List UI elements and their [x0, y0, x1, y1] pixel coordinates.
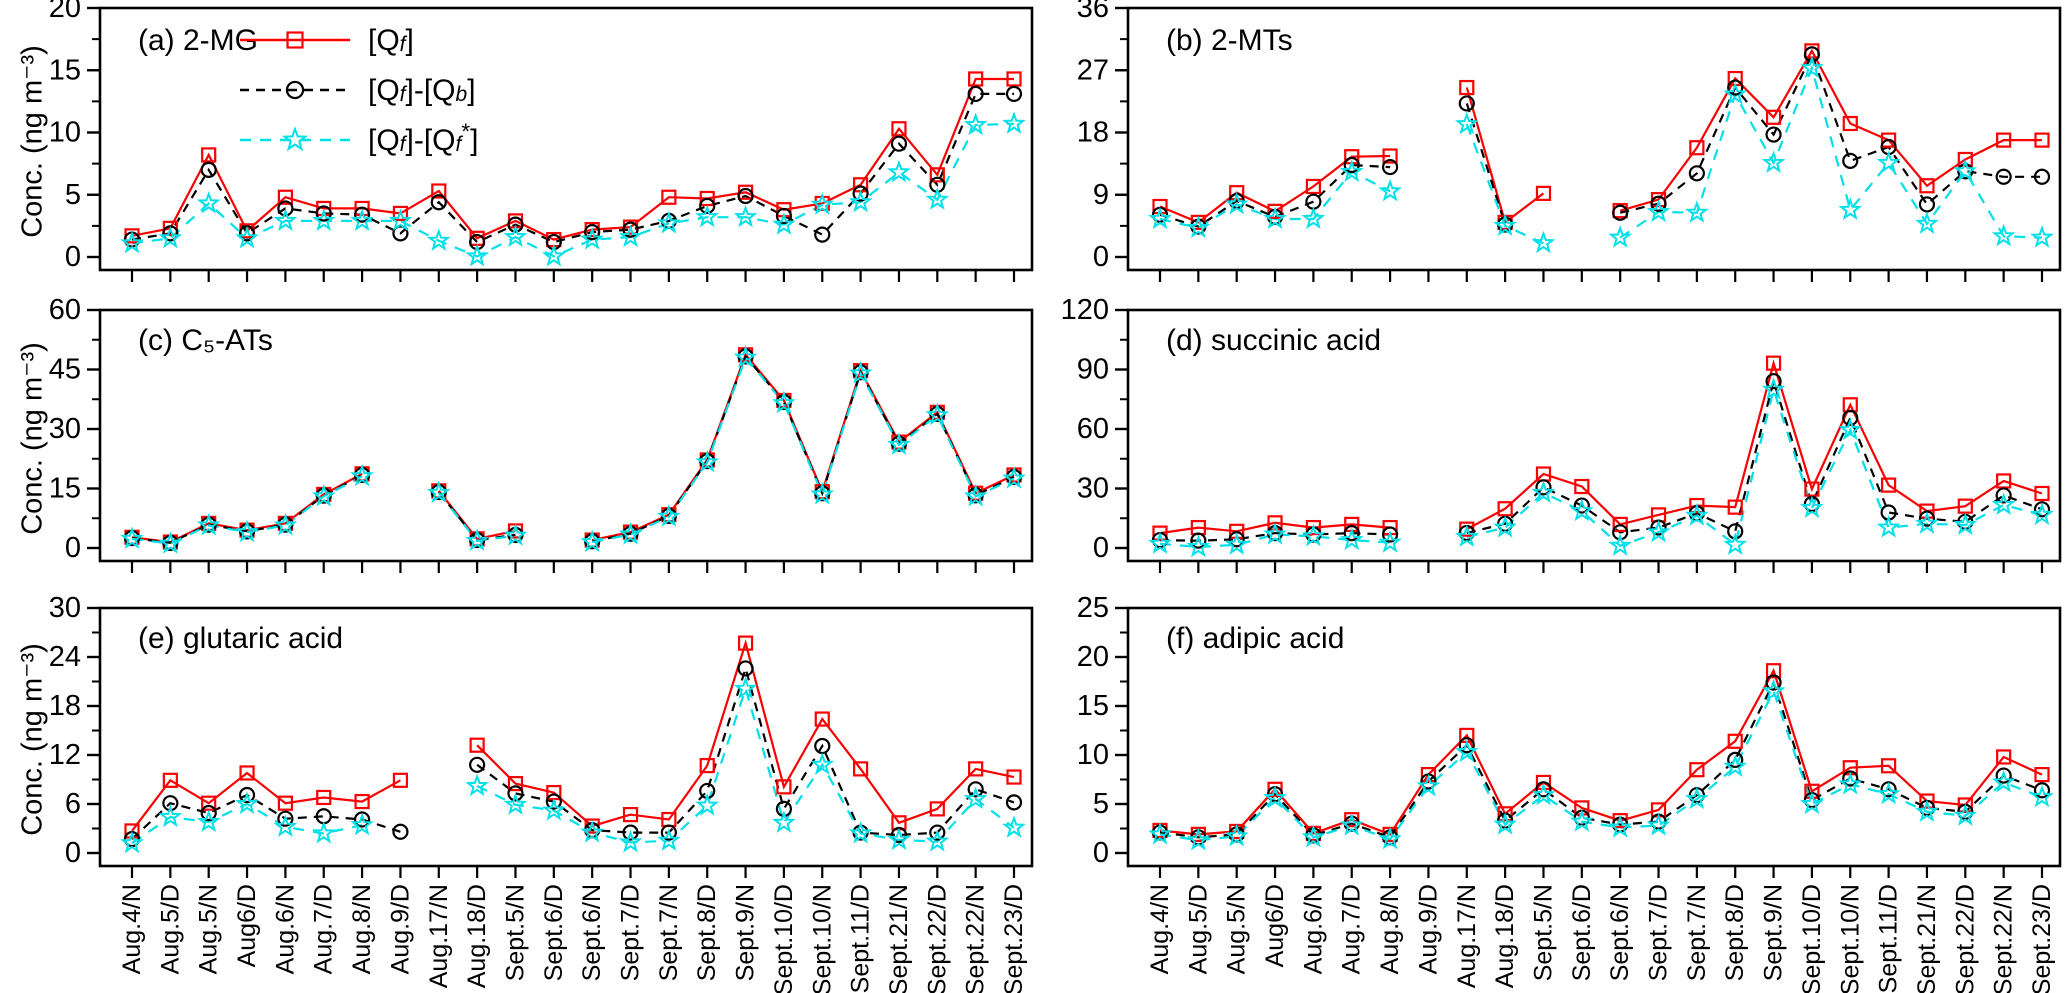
panel-d-chart: 0 30 60 90 120 — [1061, 294, 2062, 573]
svg-text:Aug6/D: Aug6/D — [1261, 884, 1289, 967]
svg-text:Sept.10/D: Sept.10/D — [770, 884, 798, 993]
svg-text:27: 27 — [1077, 54, 1109, 86]
panel-c-title: (c) C₅-ATs — [138, 324, 273, 357]
svg-text:Aug.4/N: Aug.4/N — [118, 884, 146, 974]
svg-text:90: 90 — [1077, 354, 1109, 386]
svg-text:Sept.7/D: Sept.7/D — [617, 884, 645, 981]
svg-text:Sept.5/N: Sept.5/N — [501, 884, 529, 981]
svg-text:Sept.22/N: Sept.22/N — [962, 884, 990, 993]
svg-text:Sept.6/D: Sept.6/D — [540, 884, 568, 981]
svg-text:Aug.7/D: Aug.7/D — [1338, 884, 1366, 974]
svg-text:[Qf]-[Qb]: [Qf]-[Qb] — [368, 74, 476, 107]
svg-text:Aug.6/N: Aug.6/N — [271, 884, 299, 974]
svg-text:Sept.6/N: Sept.6/N — [1606, 884, 1634, 981]
svg-text:Sept.6/D: Sept.6/D — [1568, 884, 1596, 981]
svg-text:Aug.6/N: Aug.6/N — [1299, 884, 1327, 974]
panel-f-chart: 0 5 10 15 20 25 Aug.4/N Aug.5/D Aug.5/N Aug6/D Aug… — [1077, 592, 2062, 993]
svg-text:15: 15 — [49, 473, 81, 505]
svg-text:Sept.11/D: Sept.11/D — [847, 884, 875, 993]
svg-text:Aug.18/D: Aug.18/D — [463, 884, 491, 988]
svg-text:25: 25 — [1077, 592, 1109, 624]
svg-text:Sept.22/D: Sept.22/D — [923, 884, 951, 993]
svg-text:Sept.7/N: Sept.7/N — [1683, 884, 1711, 981]
panel-e-title: (e) glutaric acid — [138, 622, 344, 655]
panel-b-chart: 0 9 18 27 36 — [1077, 0, 2062, 282]
svg-text:Aug.18/D: Aug.18/D — [1491, 884, 1519, 988]
svg-text:15: 15 — [1077, 690, 1109, 722]
svg-text:0: 0 — [1093, 837, 1109, 869]
svg-text:30: 30 — [1077, 473, 1109, 505]
svg-text:18: 18 — [1077, 117, 1109, 149]
svg-text:Aug.9/D: Aug.9/D — [386, 884, 414, 974]
svg-text:Aug.17/N: Aug.17/N — [425, 884, 453, 988]
svg-text:Sept.9/N: Sept.9/N — [732, 884, 760, 981]
svg-text:Sept.7/D: Sept.7/D — [1645, 884, 1673, 981]
svg-text:Aug.5/N: Aug.5/N — [1223, 884, 1251, 974]
svg-text:Sept.10/D: Sept.10/D — [1798, 884, 1826, 993]
svg-text:Aug.7/D: Aug.7/D — [310, 884, 338, 974]
svg-text:5: 5 — [65, 179, 81, 211]
svg-text:Aug.5/D: Aug.5/D — [1184, 884, 1212, 974]
svg-text:60: 60 — [1077, 413, 1109, 445]
svg-text:36: 36 — [1077, 0, 1109, 24]
svg-text:6: 6 — [65, 788, 81, 820]
svg-text:30: 30 — [49, 592, 81, 624]
svg-text:Sept.11/D: Sept.11/D — [1875, 884, 1903, 993]
svg-text:Aug.4/N: Aug.4/N — [1146, 884, 1174, 974]
svg-text:Sept.22/D: Sept.22/D — [1951, 884, 1979, 993]
svg-text:5: 5 — [1093, 788, 1109, 820]
svg-text:Sept.21/N: Sept.21/N — [885, 884, 913, 993]
svg-text:Sept.5/N: Sept.5/N — [1529, 884, 1557, 981]
svg-text:Sept.23/D: Sept.23/D — [2028, 884, 2056, 993]
svg-text:60: 60 — [49, 294, 81, 326]
svg-text:Sept.22/N: Sept.22/N — [1990, 884, 2018, 993]
svg-text:12: 12 — [49, 739, 81, 771]
svg-text:9: 9 — [1093, 179, 1109, 211]
svg-text:Aug6/D: Aug6/D — [233, 884, 261, 967]
svg-text:Sept.10/N: Sept.10/N — [808, 884, 836, 993]
svg-text:24: 24 — [49, 641, 81, 673]
svg-text:0: 0 — [65, 532, 81, 564]
svg-text:120: 120 — [1061, 294, 1109, 326]
svg-text:Aug.5/D: Aug.5/D — [156, 884, 184, 974]
svg-text:20: 20 — [1077, 641, 1109, 673]
svg-text:0: 0 — [65, 837, 81, 869]
svg-text:[Qf]: [Qf] — [368, 24, 414, 57]
svg-text:Sept.10/N: Sept.10/N — [1836, 884, 1864, 993]
panel-e-chart: 0 6 12 18 24 30 Aug.4/N Aug.5/D Aug.5/N Aug6/D Aug… — [49, 592, 1034, 993]
svg-text:Sept.8/D: Sept.8/D — [1721, 884, 1749, 981]
panel-f-title: (f) adipic acid — [1166, 622, 1345, 655]
svg-text:Sept.23/D: Sept.23/D — [1000, 884, 1028, 993]
panel-d-title: (d) succinic acid — [1166, 324, 1382, 357]
svg-text:20: 20 — [49, 0, 81, 24]
svg-text:Sept.21/N: Sept.21/N — [1913, 884, 1941, 993]
panel-a-chart: 0 5 10 15 20 [Qf] [Qf]-[Qb] [Qf]-[Qf*] — [49, 0, 1034, 282]
svg-text:Aug.8/N: Aug.8/N — [1376, 884, 1404, 974]
panel-c-chart: 0 15 30 45 60 — [49, 294, 1034, 573]
svg-text:45: 45 — [49, 354, 81, 386]
svg-text:Sept.8/D: Sept.8/D — [693, 884, 721, 981]
svg-text:18: 18 — [49, 690, 81, 722]
svg-text:10: 10 — [49, 117, 81, 149]
svg-text:15: 15 — [49, 54, 81, 86]
svg-text:Sept.7/N: Sept.7/N — [655, 884, 683, 981]
svg-text:0: 0 — [65, 241, 81, 273]
panel-a-title: (a) 2-MG — [138, 24, 258, 57]
svg-text:0: 0 — [1093, 532, 1109, 564]
svg-text:Aug.5/N: Aug.5/N — [195, 884, 223, 974]
svg-text:10: 10 — [1077, 739, 1109, 771]
svg-text:0: 0 — [1093, 241, 1109, 273]
svg-text:Aug.9/D: Aug.9/D — [1414, 884, 1442, 974]
svg-text:[Qf]-[Qf*]: [Qf]-[Qf*] — [368, 119, 478, 156]
svg-text:Sept.6/N: Sept.6/N — [578, 884, 606, 981]
svg-text:30: 30 — [49, 413, 81, 445]
svg-text:Aug.17/N: Aug.17/N — [1453, 884, 1481, 988]
svg-text:Sept.9/N: Sept.9/N — [1760, 884, 1788, 981]
svg-text:Aug.8/N: Aug.8/N — [348, 884, 376, 974]
panel-b-title: (b) 2-MTs — [1166, 24, 1293, 57]
